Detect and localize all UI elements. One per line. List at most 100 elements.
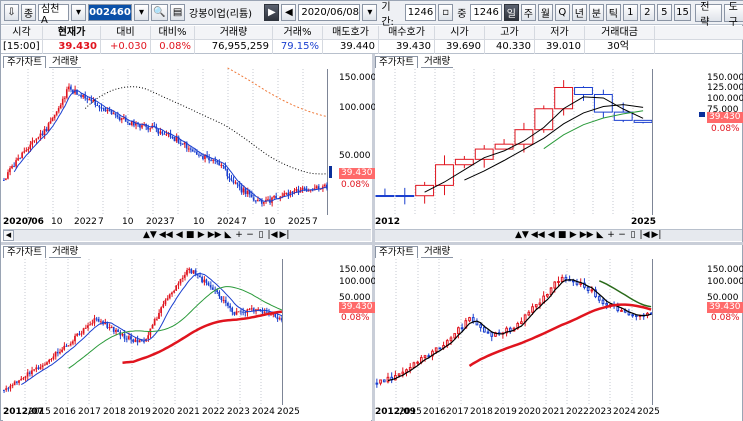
candle-body xyxy=(80,94,82,97)
date-dropdown-icon[interactable]: ▾ xyxy=(362,4,378,21)
tools-button[interactable]: 도구 xyxy=(723,2,743,28)
toggle-icon[interactable]: ▯ xyxy=(258,230,264,240)
period-year-button[interactable]: 년 xyxy=(571,4,587,21)
code-dropdown-icon[interactable]: ▾ xyxy=(133,4,149,21)
play-icon[interactable]: ▶ xyxy=(569,230,577,240)
zoom-icon[interactable]: ▲▼ xyxy=(143,230,157,240)
period-month-button[interactable]: 월 xyxy=(537,4,553,21)
period-minute-button[interactable]: 분 xyxy=(588,4,604,21)
interval-2-button[interactable]: 2 xyxy=(639,4,655,21)
tab-volume[interactable]: 거래량 xyxy=(420,55,454,68)
rewind-fast-icon[interactable]: ◀◀ xyxy=(530,230,545,240)
tab-volume[interactable]: 거래량 xyxy=(48,245,82,258)
candle-body xyxy=(460,327,464,330)
strategy-button[interactable]: 전략 xyxy=(695,2,722,28)
zoom-out-icon[interactable]: − xyxy=(246,230,254,240)
download-icon[interactable]: ⇩ xyxy=(4,4,19,21)
candle-body xyxy=(89,324,91,326)
period-week-button[interactable]: 주 xyxy=(520,4,536,21)
draw-tool-icon[interactable]: ◣ xyxy=(596,230,604,240)
price-chart[interactable] xyxy=(375,69,653,215)
chart-panel-monthly[interactable]: 주가차트 거래량 150.000 100.000 50.000 39.430 0… xyxy=(375,245,743,421)
candle-body xyxy=(116,115,119,117)
forward-fast-icon[interactable]: ▶▶ xyxy=(579,230,594,240)
period-day-button[interactable]: 일 xyxy=(503,4,519,21)
go-start-icon[interactable]: |◀ xyxy=(639,230,650,240)
chart-panel-weekly[interactable]: 주가차트 거래량 150.000 100.000 50.000 39.430 0… xyxy=(3,245,376,421)
period-quarter-button[interactable]: Q xyxy=(554,4,570,21)
rewind-icon[interactable]: ◀ xyxy=(547,230,555,240)
interval-5-button[interactable]: 5 xyxy=(656,4,672,21)
candle-body xyxy=(123,333,126,339)
candle-body xyxy=(26,372,29,377)
stop-icon[interactable]: ■ xyxy=(557,230,567,240)
price-chart[interactable] xyxy=(3,67,328,215)
candle-body xyxy=(50,359,53,361)
rewind-icon[interactable]: ◀ xyxy=(175,230,183,240)
candle-body xyxy=(171,136,174,138)
zoom-out-icon[interactable]: − xyxy=(618,230,626,240)
go-end-icon[interactable]: ▶| xyxy=(651,230,662,240)
candle-body xyxy=(35,367,38,370)
pct-tag: 0.08% xyxy=(341,313,370,323)
interval-1-button[interactable]: 1 xyxy=(622,4,638,21)
period-input[interactable]: 1246 xyxy=(404,4,437,21)
candle-body xyxy=(23,151,25,153)
y-label: 125.000 xyxy=(707,83,743,93)
tab-price-chart[interactable]: 주가차트 xyxy=(375,55,418,68)
zoom-icon[interactable]: ▫ xyxy=(438,4,454,21)
plot-area[interactable] xyxy=(3,69,328,215)
stop-icon[interactable]: ■ xyxy=(185,230,195,240)
quote-header: 매도호가 xyxy=(323,26,379,39)
candle-body xyxy=(227,302,229,306)
tab-volume[interactable]: 거래량 xyxy=(48,55,82,68)
quote-values-row: [15:00] 39.430 +0.030 0.08% 76,955,259 7… xyxy=(1,40,743,54)
chart-panel-daily[interactable]: 주가차트 거래량 150.000 100.000 50.000 39.430 0… xyxy=(3,55,376,241)
price-chart[interactable] xyxy=(375,259,653,405)
play-icon[interactable]: ▶ xyxy=(264,4,280,21)
go-start-icon[interactable]: |◀ xyxy=(267,230,278,240)
candle-body xyxy=(124,117,127,122)
chart-scrollbar[interactable] xyxy=(375,229,742,241)
jung-input[interactable]: 1246 xyxy=(470,4,502,21)
go-end-icon[interactable]: ▶| xyxy=(279,230,290,240)
candle-body xyxy=(325,184,328,189)
candle-body xyxy=(27,149,29,151)
candle-body xyxy=(214,159,216,161)
price-chart[interactable] xyxy=(3,259,283,405)
date-input[interactable]: 2020/06/08 xyxy=(298,4,361,21)
menu-icon[interactable]: ▤ xyxy=(170,4,186,21)
back-icon[interactable]: ◀ xyxy=(281,4,297,21)
candle-body xyxy=(194,270,197,275)
tab-volume[interactable]: 거래량 xyxy=(420,245,454,258)
zoom-icon[interactable]: ▲▼ xyxy=(515,230,529,240)
zoom-in-icon[interactable]: + xyxy=(235,230,243,240)
candle-body xyxy=(574,86,593,95)
market-dropdown-icon[interactable]: ▾ xyxy=(70,4,86,21)
y-label: 50.000 xyxy=(707,293,739,303)
candle-body xyxy=(160,307,162,313)
toggle-icon[interactable]: ▯ xyxy=(630,230,636,240)
candle-body xyxy=(188,268,190,271)
x-tick-label: 2020 xyxy=(518,407,541,417)
forward-fast-icon[interactable]: ▶▶ xyxy=(207,230,222,240)
jong-button[interactable]: 종 xyxy=(21,4,36,21)
rewind-fast-icon[interactable]: ◀◀ xyxy=(158,230,173,240)
candle-body xyxy=(605,303,609,306)
panel-divider-vertical[interactable] xyxy=(372,54,375,421)
panel-divider-horizontal[interactable] xyxy=(1,242,743,245)
chart-scrollbar[interactable]: ◀ xyxy=(3,229,371,241)
search-icon[interactable]: 🔍 xyxy=(150,4,169,21)
tab-price-chart[interactable]: 주가차트 xyxy=(3,55,46,68)
tab-price-chart[interactable]: 주가차트 xyxy=(375,245,418,258)
interval-15-button[interactable]: 15 xyxy=(673,4,692,21)
chart-panel-yearly[interactable]: 주가차트 거래량 150.000 125.000 100.000 75.000 … xyxy=(375,55,743,241)
zoom-in-icon[interactable]: + xyxy=(607,230,615,240)
scroll-left-icon[interactable]: ◀ xyxy=(3,230,14,241)
tab-price-chart[interactable]: 주가차트 xyxy=(3,245,46,258)
stock-code-input[interactable]: 002460 xyxy=(87,4,132,21)
play-icon[interactable]: ▶ xyxy=(197,230,205,240)
market-select[interactable]: 심천A xyxy=(38,4,69,26)
draw-tool-icon[interactable]: ◣ xyxy=(224,230,232,240)
period-tick-button[interactable]: 틱 xyxy=(605,4,621,21)
